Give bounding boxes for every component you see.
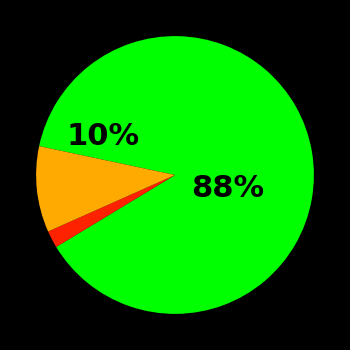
Text: 10%: 10%: [66, 121, 139, 150]
Text: 88%: 88%: [191, 174, 264, 203]
Wedge shape: [48, 175, 175, 247]
Wedge shape: [39, 36, 314, 314]
Wedge shape: [36, 146, 175, 231]
